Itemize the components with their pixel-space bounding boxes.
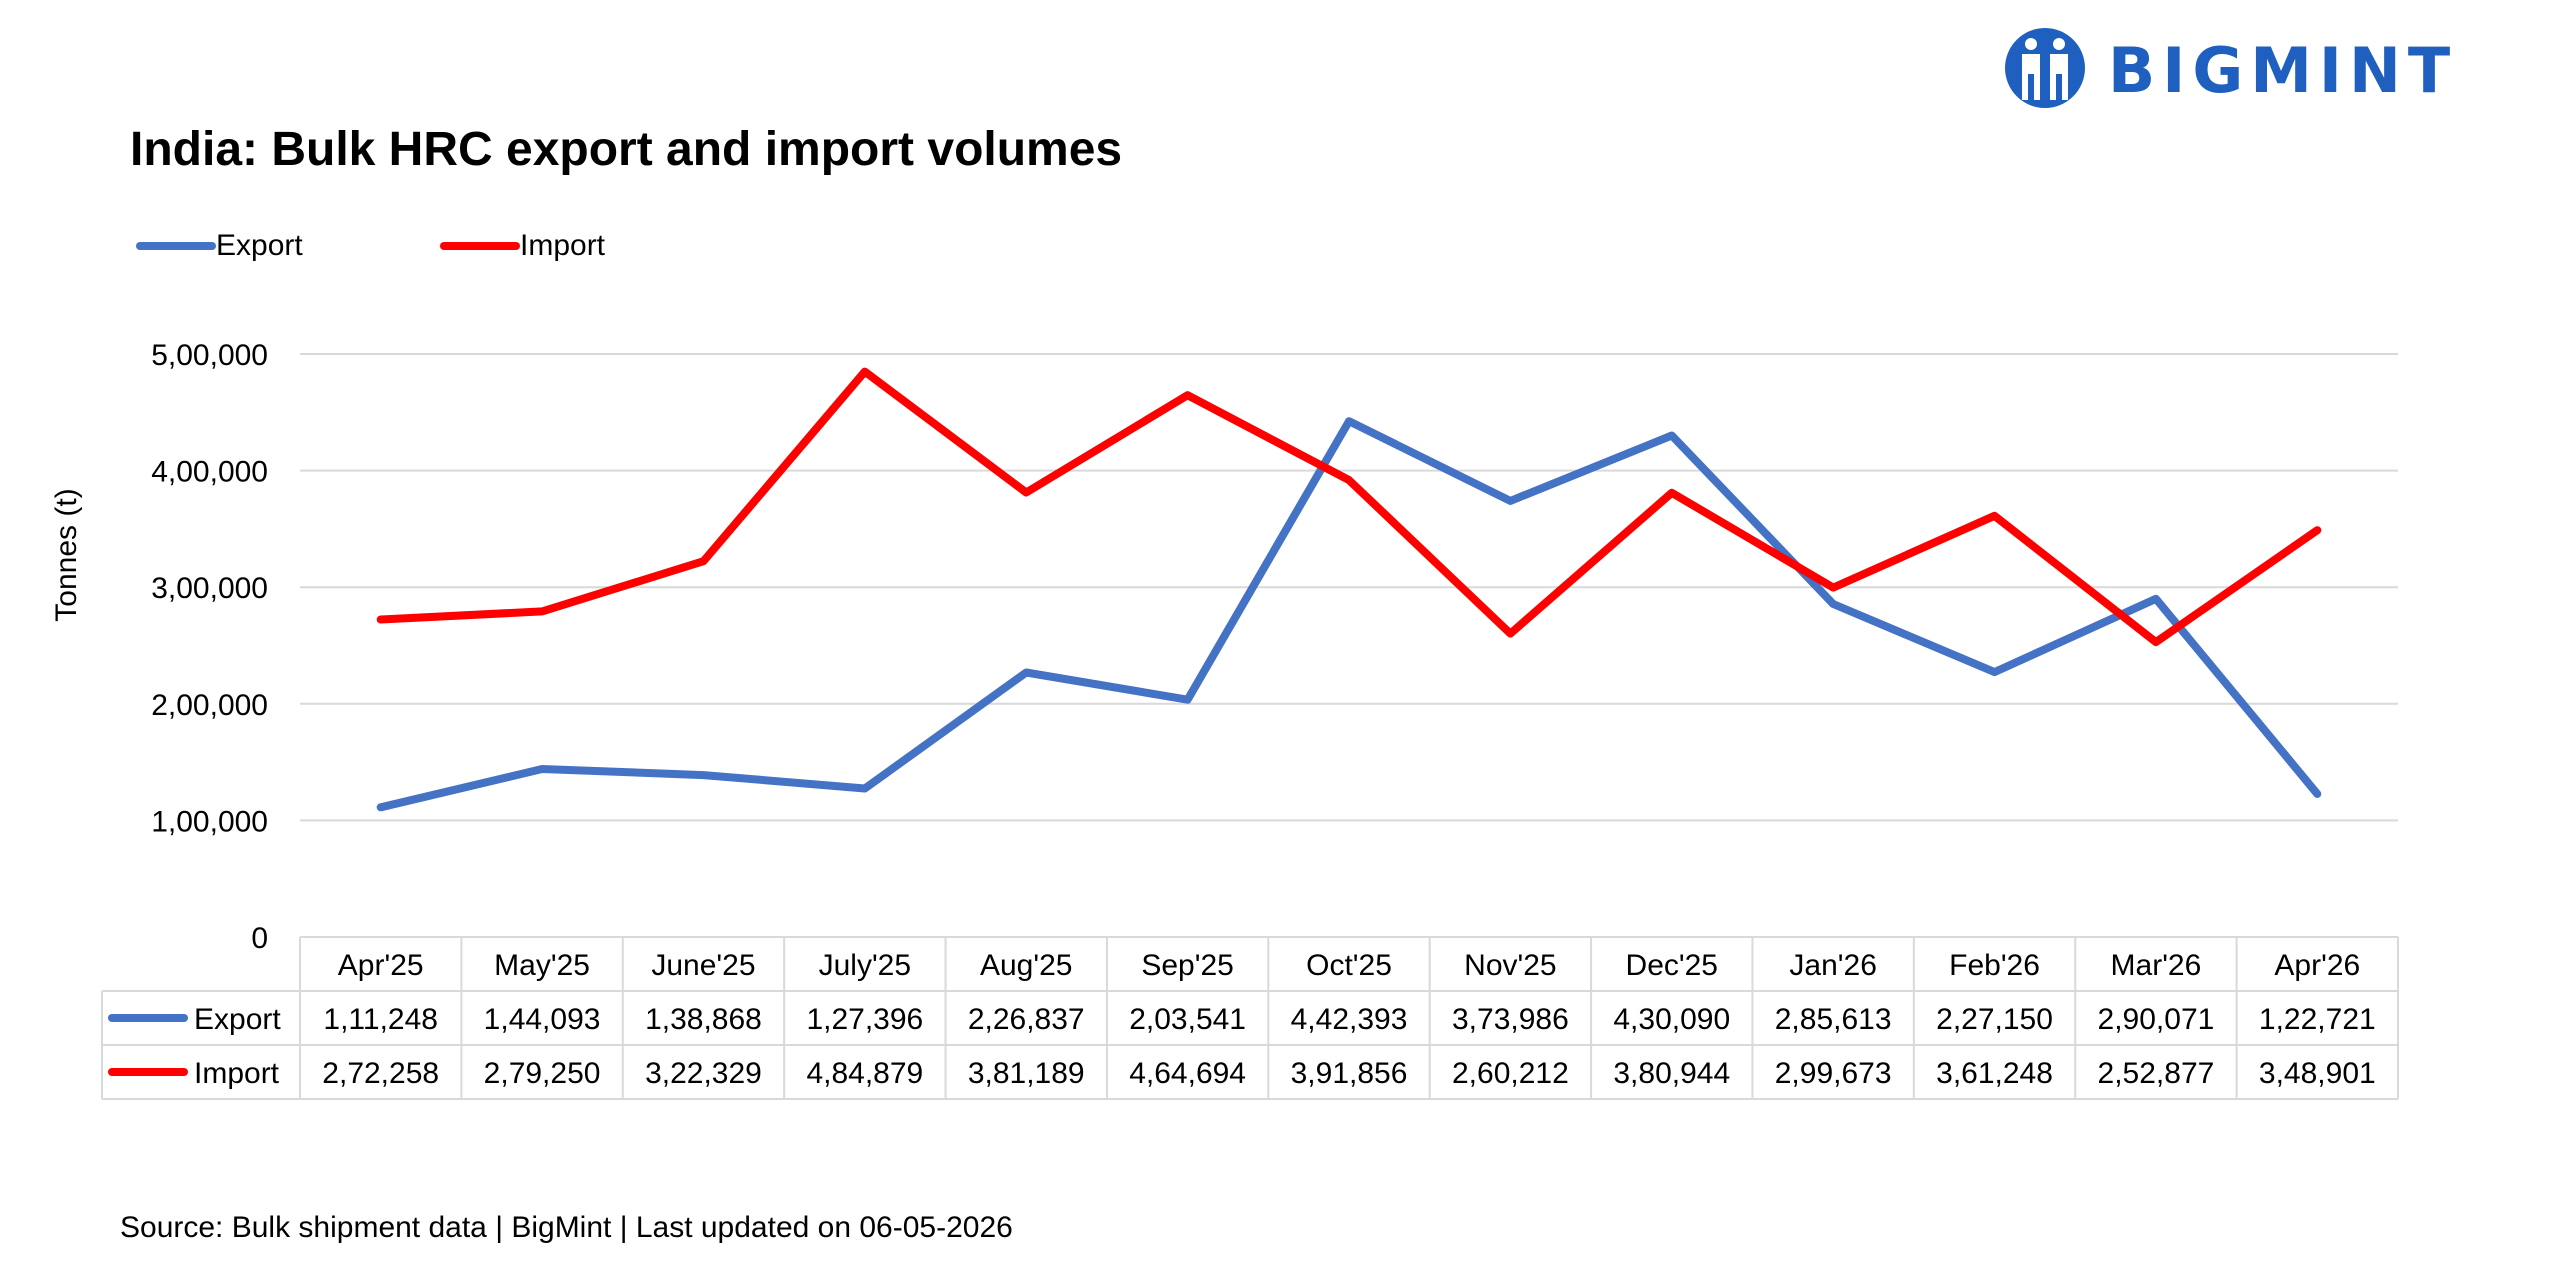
legend-swatch-import xyxy=(440,242,520,250)
data-label: 2,03,541 xyxy=(1129,1003,1246,1036)
data-label: 3,73,986 xyxy=(1452,1003,1569,1036)
series-line-import xyxy=(376,367,2322,647)
data-label: 4,42,393 xyxy=(1291,1003,1408,1036)
y-tick-label: 2,00,000 xyxy=(151,689,268,722)
x-tick-label: Oct'25 xyxy=(1306,949,1392,982)
y-tick-label: 4,00,000 xyxy=(151,456,268,489)
bigmint-logo-icon xyxy=(2005,28,2085,108)
data-label: 4,64,694 xyxy=(1129,1057,1246,1090)
data-label: 2,52,877 xyxy=(2098,1057,2215,1090)
x-tick-label: Nov'25 xyxy=(1464,949,1556,982)
data-label: 4,84,879 xyxy=(806,1057,923,1090)
data-label: 2,99,673 xyxy=(1775,1057,1892,1090)
source-note: Source: Bulk shipment data | BigMint | L… xyxy=(120,1211,1013,1244)
bigmint-wordmark: BIGMINT xyxy=(2108,34,2458,107)
y-tick-label: 3,00,000 xyxy=(151,572,268,605)
data-label: 2,72,258 xyxy=(322,1057,439,1090)
data-label: 4,30,090 xyxy=(1613,1003,1730,1036)
legend-label-export: Export xyxy=(216,229,303,262)
legend-item-import: Import xyxy=(440,226,605,266)
data-label: 1,27,396 xyxy=(806,1003,923,1036)
data-label: 1,44,093 xyxy=(484,1003,601,1036)
x-tick-label: Dec'25 xyxy=(1626,949,1718,982)
chart-title: India: Bulk HRC export and import volume… xyxy=(130,123,1123,176)
data-label: 2,27,150 xyxy=(1936,1003,2053,1036)
table-series-name: Import xyxy=(194,1057,280,1090)
x-tick-label: Aug'25 xyxy=(980,949,1072,982)
data-label: 2,79,250 xyxy=(484,1057,601,1090)
x-tick-label: Apr'26 xyxy=(2274,949,2360,982)
x-tick-label: Apr'25 xyxy=(338,949,424,982)
data-label: 3,80,944 xyxy=(1613,1057,1730,1090)
x-tick-label: May'25 xyxy=(494,949,590,982)
data-label: 1,38,868 xyxy=(645,1003,762,1036)
table-series-name: Export xyxy=(194,1003,281,1036)
legend-item-export: Export xyxy=(136,226,303,266)
bigmint-logo xyxy=(2005,20,2425,120)
data-label: 2,60,212 xyxy=(1452,1057,1569,1090)
x-tick-label: Jan'26 xyxy=(1789,949,1876,982)
x-tick-label: Sep'25 xyxy=(1141,949,1233,982)
data-label: 3,91,856 xyxy=(1291,1057,1408,1090)
y-tick-label: 5,00,000 xyxy=(151,339,268,372)
y-tick-label: 1,00,000 xyxy=(151,805,268,838)
data-label: 3,61,248 xyxy=(1936,1057,2053,1090)
data-label: 3,48,901 xyxy=(2259,1057,2376,1090)
data-label: 3,81,189 xyxy=(968,1057,1085,1090)
data-label: 2,85,613 xyxy=(1775,1003,1892,1036)
legend-label-import: Import xyxy=(520,229,606,262)
data-label: 2,90,071 xyxy=(2098,1003,2215,1036)
data-label: 3,22,329 xyxy=(645,1057,762,1090)
legend-swatch-export xyxy=(136,242,216,250)
data-label: 2,26,837 xyxy=(968,1003,1085,1036)
x-tick-label: Feb'26 xyxy=(1949,949,2040,982)
x-tick-label: June'25 xyxy=(651,949,755,982)
x-tick-label: Mar'26 xyxy=(2111,949,2202,982)
y-tick-label: 0 xyxy=(251,922,268,955)
data-label: 1,22,721 xyxy=(2259,1003,2376,1036)
x-tick-label: July'25 xyxy=(819,949,911,982)
data-label: 1,11,248 xyxy=(323,1003,438,1036)
